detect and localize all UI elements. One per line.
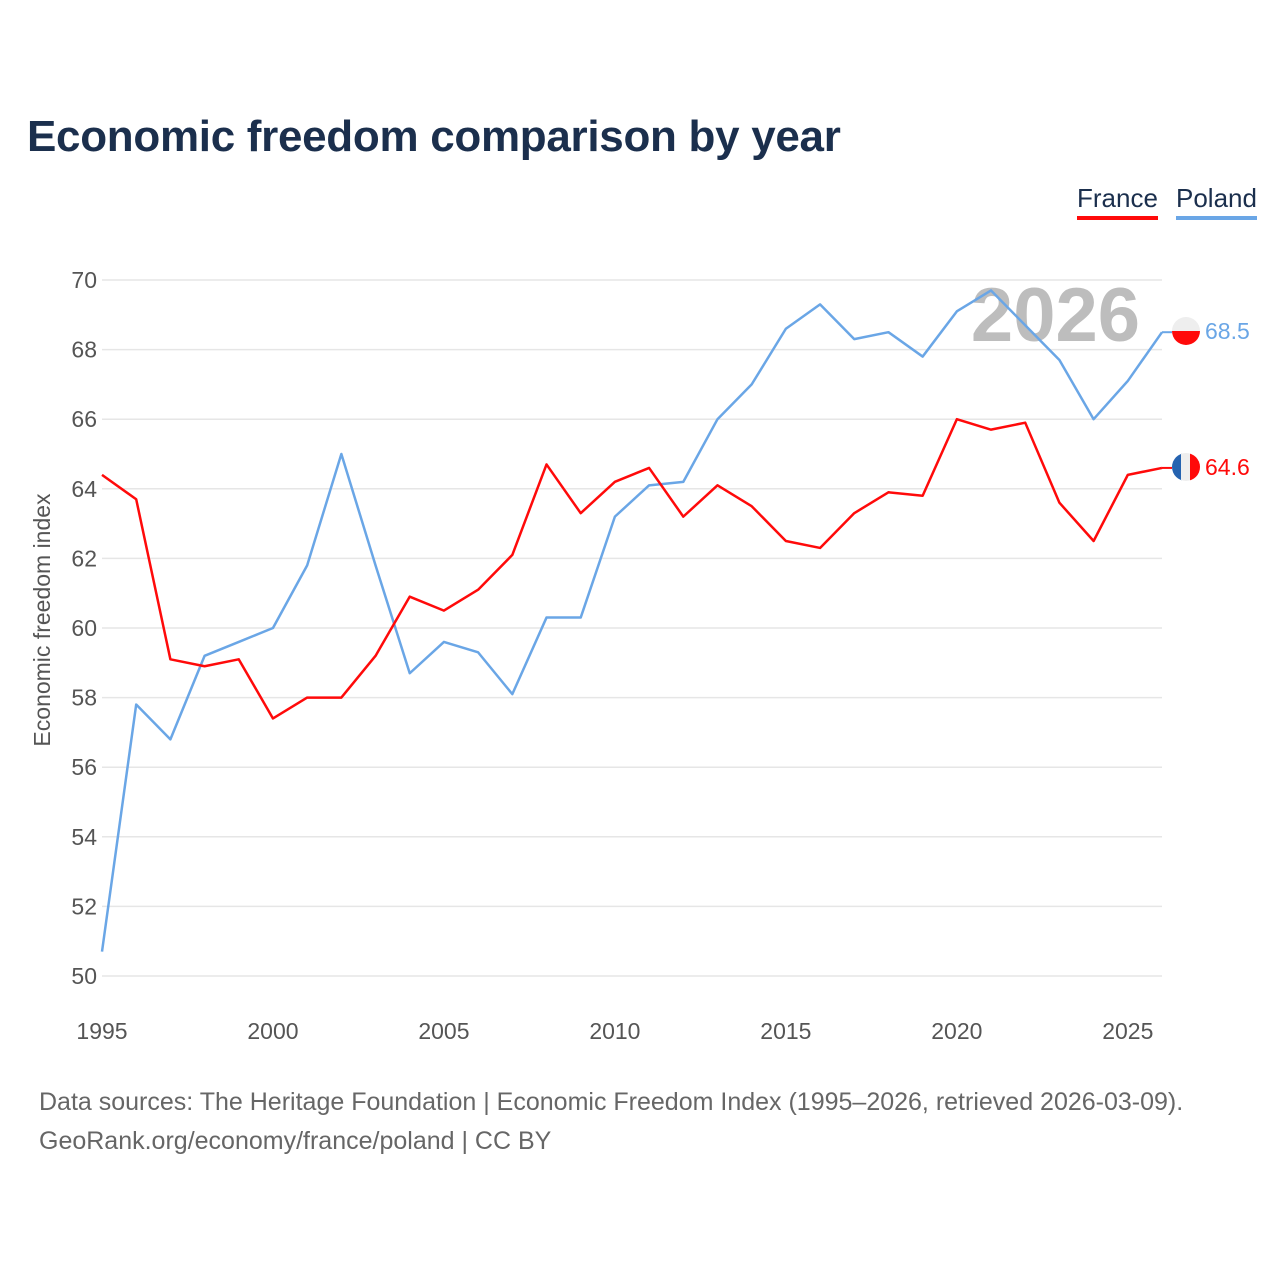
x-tick-label: 1995: [76, 1018, 127, 1044]
y-tick-label: 60: [71, 615, 97, 641]
y-tick-label: 70: [71, 267, 97, 293]
y-tick-label: 50: [71, 963, 97, 989]
y-tick-label: 66: [71, 406, 97, 432]
y-tick-label: 54: [71, 824, 97, 850]
france-flag-icon: [1172, 453, 1200, 481]
y-tick-label: 52: [71, 893, 97, 919]
poland-end-label: 68.5: [1205, 318, 1250, 344]
france-end-label: 64.6: [1205, 454, 1250, 480]
x-tick-label: 2010: [589, 1018, 640, 1044]
y-tick-label: 68: [71, 337, 97, 363]
y-tick-label: 64: [71, 476, 97, 502]
legend-france[interactable]: France: [1077, 183, 1158, 220]
source-note: Data sources: The Heritage Foundation | …: [39, 1088, 1184, 1116]
x-tick-label: 2015: [760, 1018, 811, 1044]
series-line-poland: [100, 289, 1164, 952]
source-link[interactable]: GeoRank.org/economy/france/poland | CC B…: [39, 1127, 552, 1155]
y-tick-label: 62: [71, 545, 97, 571]
x-tick-label: 2005: [418, 1018, 469, 1044]
x-tick-label: 2000: [247, 1018, 298, 1044]
year-watermark: 2026: [971, 273, 1140, 358]
y-tick-label: 56: [71, 754, 97, 780]
x-tick-label: 2020: [931, 1018, 982, 1044]
y-tick-label: 58: [71, 685, 97, 711]
series-line-france: [101, 417, 1163, 720]
x-tick-label: 2025: [1102, 1018, 1153, 1044]
chart-title: Economic freedom comparison by year: [27, 112, 841, 161]
y-axis-label: Economic freedom index: [29, 493, 55, 747]
poland-flag-icon: [1172, 317, 1200, 345]
legend-poland[interactable]: Poland: [1176, 183, 1257, 220]
